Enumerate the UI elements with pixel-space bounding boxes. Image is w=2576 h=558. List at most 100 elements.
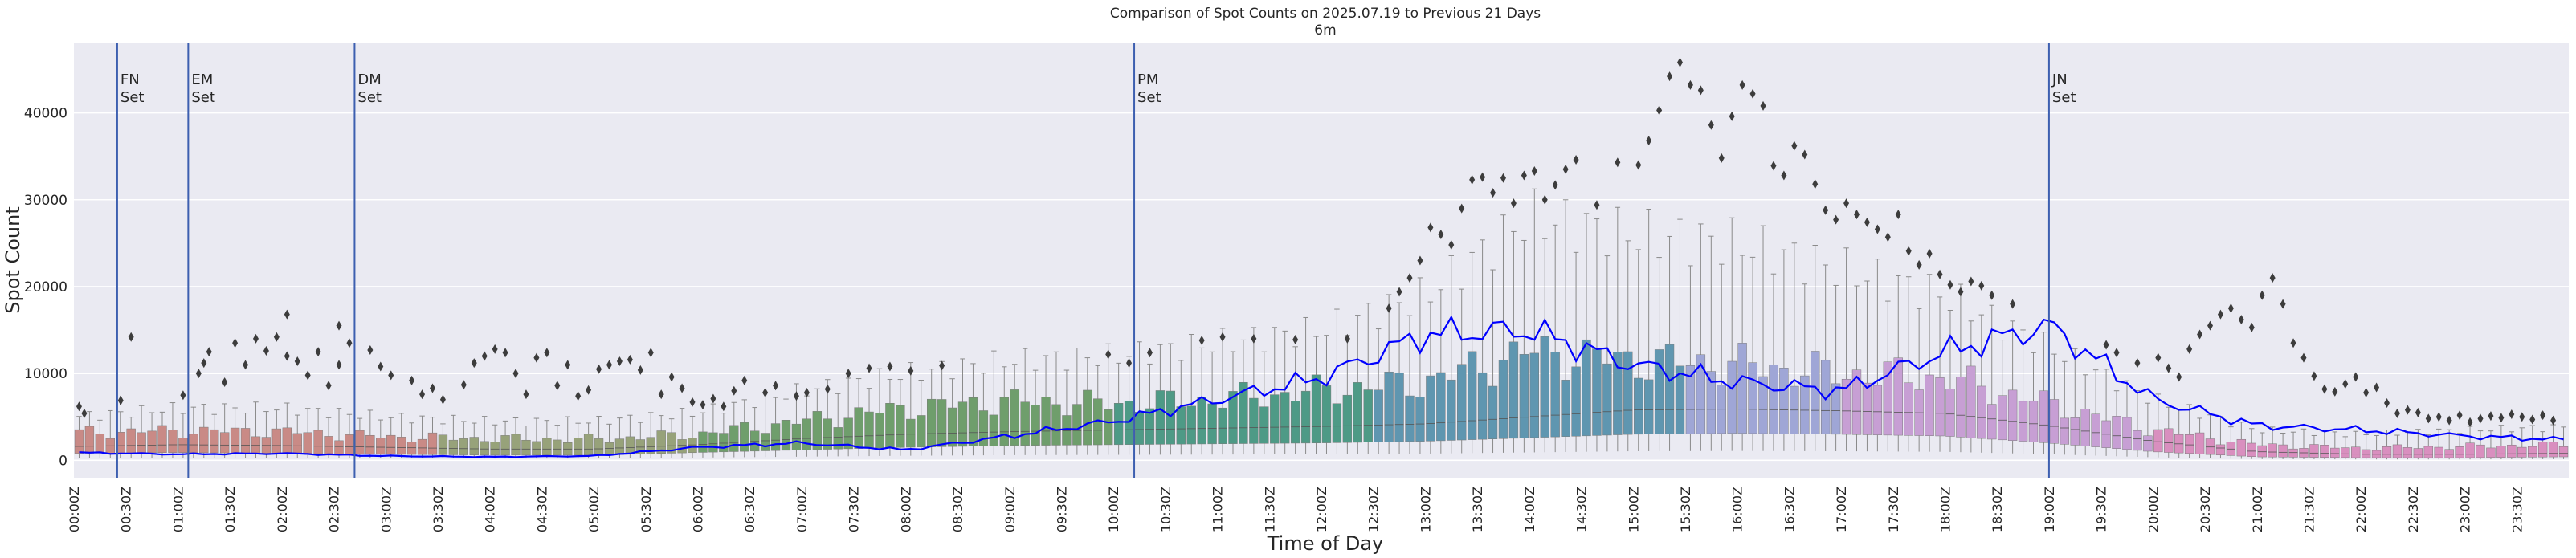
outlier bbox=[1552, 180, 1558, 190]
box bbox=[1041, 397, 1051, 446]
set-marker-label: FN bbox=[120, 71, 140, 88]
box bbox=[917, 415, 926, 448]
box bbox=[500, 435, 510, 456]
box bbox=[2070, 417, 2080, 446]
outlier bbox=[2300, 352, 2307, 363]
x-tick-label: 05:00Z bbox=[586, 487, 602, 532]
box bbox=[2486, 447, 2496, 458]
outlier bbox=[315, 347, 321, 357]
box bbox=[2049, 399, 2060, 444]
box bbox=[427, 432, 438, 455]
x-tick-label: 13:30Z bbox=[1470, 487, 1485, 532]
outlier bbox=[273, 332, 280, 342]
outlier bbox=[1926, 248, 1933, 259]
x-tick-label: 13:00Z bbox=[1418, 487, 1433, 532]
box bbox=[1987, 404, 1997, 440]
outlier bbox=[117, 395, 124, 405]
box bbox=[781, 419, 791, 451]
outliers bbox=[76, 57, 2557, 427]
outlier bbox=[2353, 372, 2359, 382]
outlier bbox=[294, 356, 300, 367]
box bbox=[1956, 377, 1966, 438]
box bbox=[2465, 442, 2475, 458]
outlier bbox=[1448, 240, 1455, 250]
x-tick-label: 04:30Z bbox=[534, 487, 549, 532]
outlier bbox=[668, 372, 675, 382]
outlier bbox=[762, 387, 769, 397]
outlier bbox=[2280, 299, 2286, 309]
box bbox=[947, 407, 957, 447]
x-axis-ticks: 00:00Z 00:30Z 01:00Z 01:30Z 02:00Z 02:30Z 03:0… bbox=[67, 487, 2525, 532]
y-tick-label: 40000 bbox=[24, 106, 67, 122]
box bbox=[168, 430, 178, 453]
box bbox=[386, 434, 396, 455]
box bbox=[1634, 377, 1643, 435]
outlier bbox=[793, 391, 799, 401]
box bbox=[490, 442, 500, 456]
box bbox=[1363, 389, 1373, 442]
outlier bbox=[81, 408, 88, 418]
outlier bbox=[1573, 154, 1579, 165]
box bbox=[1498, 360, 1508, 439]
box bbox=[1529, 352, 1539, 438]
box bbox=[219, 432, 230, 454]
box bbox=[2268, 443, 2277, 458]
outlier bbox=[596, 364, 602, 374]
box bbox=[2278, 444, 2288, 458]
set-marker-label: JN bbox=[2051, 71, 2068, 88]
x-tick-label: 22:30Z bbox=[2406, 487, 2421, 532]
box bbox=[2039, 390, 2049, 443]
x-tick-label: 00:30Z bbox=[119, 487, 134, 532]
outlier bbox=[575, 391, 582, 401]
box bbox=[2434, 446, 2443, 458]
box bbox=[1280, 392, 1290, 444]
outlier bbox=[2186, 344, 2193, 354]
box bbox=[1415, 397, 1425, 442]
outlier bbox=[1541, 194, 1548, 205]
outlier bbox=[2394, 408, 2400, 418]
box bbox=[875, 413, 884, 449]
box bbox=[2455, 446, 2464, 458]
x-tick-label: 03:30Z bbox=[431, 487, 446, 532]
outlier bbox=[627, 354, 633, 365]
box bbox=[2122, 417, 2132, 450]
x-tick-label: 15:00Z bbox=[1626, 487, 1641, 532]
outlier bbox=[721, 401, 727, 412]
box bbox=[688, 438, 697, 454]
outlier bbox=[195, 369, 202, 379]
outlier bbox=[304, 370, 311, 381]
box bbox=[1883, 361, 1893, 436]
outlier bbox=[647, 348, 654, 358]
box bbox=[2320, 445, 2329, 458]
outlier bbox=[2342, 379, 2349, 389]
outlier bbox=[2259, 290, 2265, 300]
box bbox=[376, 438, 386, 454]
outlier bbox=[1718, 153, 1725, 163]
outlier bbox=[2477, 413, 2484, 424]
outlier bbox=[2467, 417, 2473, 427]
box bbox=[542, 438, 552, 456]
outlier bbox=[887, 361, 893, 372]
box bbox=[1779, 368, 1789, 434]
outlier bbox=[1105, 349, 1112, 360]
x-tick-label: 15:30Z bbox=[1678, 487, 1693, 532]
outlier bbox=[2550, 415, 2557, 426]
box bbox=[2080, 409, 2090, 446]
box bbox=[2537, 442, 2548, 458]
box bbox=[1571, 366, 1581, 437]
box bbox=[2517, 446, 2527, 458]
medians bbox=[75, 409, 2568, 455]
set-marker-label: Set bbox=[2052, 89, 2076, 106]
outlier bbox=[1905, 246, 1912, 256]
box bbox=[583, 434, 594, 456]
box bbox=[978, 410, 989, 446]
outlier bbox=[773, 381, 779, 391]
box bbox=[1113, 403, 1124, 446]
outlier bbox=[2519, 412, 2525, 422]
x-tick-label: 00:00Z bbox=[67, 487, 82, 532]
outlier bbox=[1490, 188, 1496, 198]
outlier bbox=[544, 348, 550, 358]
box bbox=[833, 427, 843, 450]
box bbox=[1685, 365, 1696, 434]
